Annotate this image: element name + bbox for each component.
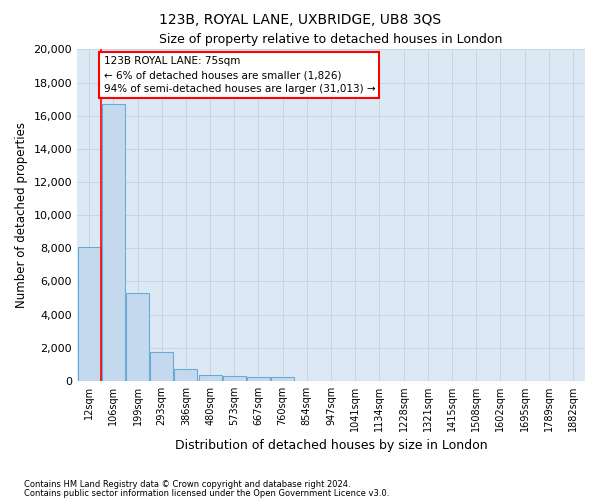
Bar [223, 376, 246, 381]
Bar [150, 352, 173, 381]
Bar [102, 104, 125, 381]
Text: Contains HM Land Registry data © Crown copyright and database right 2024.: Contains HM Land Registry data © Crown c… [24, 480, 350, 489]
Bar [271, 378, 294, 381]
Bar [199, 374, 221, 381]
Text: 123B, ROYAL LANE, UXBRIDGE, UB8 3QS: 123B, ROYAL LANE, UXBRIDGE, UB8 3QS [159, 12, 441, 26]
Bar [77, 246, 101, 381]
Text: 123B ROYAL LANE: 75sqm
← 6% of detached houses are smaller (1,826)
94% of semi-d: 123B ROYAL LANE: 75sqm ← 6% of detached … [104, 56, 375, 94]
X-axis label: Distribution of detached houses by size in London: Distribution of detached houses by size … [175, 440, 487, 452]
Bar [247, 378, 270, 381]
Text: Contains public sector information licensed under the Open Government Licence v3: Contains public sector information licen… [24, 488, 389, 498]
Y-axis label: Number of detached properties: Number of detached properties [15, 122, 28, 308]
Bar [175, 369, 197, 381]
Title: Size of property relative to detached houses in London: Size of property relative to detached ho… [160, 32, 503, 46]
Bar [126, 293, 149, 381]
